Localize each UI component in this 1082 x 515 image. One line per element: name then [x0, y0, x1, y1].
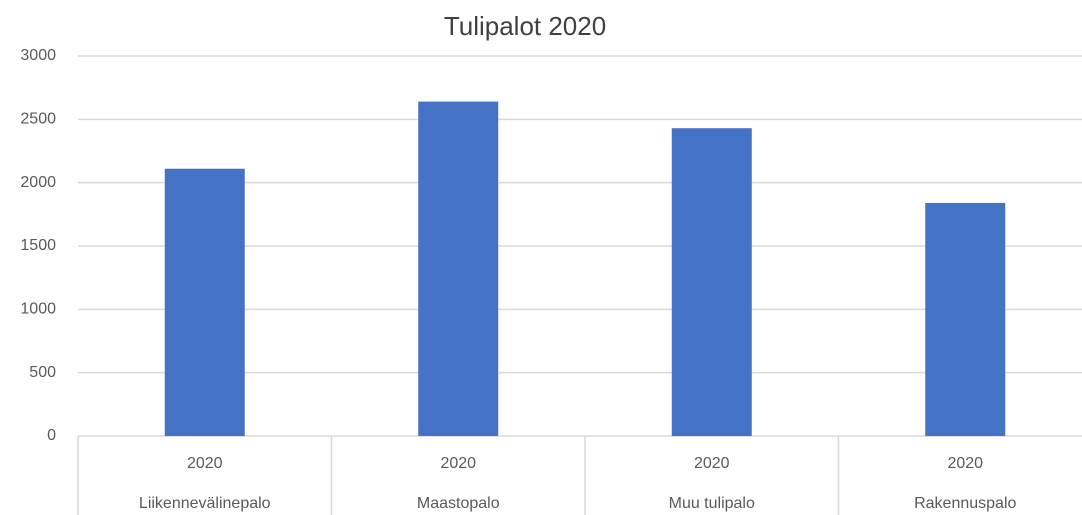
y-tick-label: 1500 [20, 237, 56, 254]
bar [418, 101, 499, 436]
x-subcategory-label: 2020 [187, 455, 223, 472]
y-tick-label: 2500 [20, 111, 56, 128]
y-tick-label: 2000 [20, 174, 56, 191]
y-tick-label: 0 [47, 427, 56, 444]
x-tick-label: Maastopalo [417, 495, 500, 512]
y-tick-label: 1000 [20, 301, 56, 318]
x-tick-label: Rakennuspalo [914, 495, 1016, 512]
x-tick-label: Liikennevälinepalo [139, 495, 271, 512]
chart-title: Tulipalot 2020 [444, 11, 606, 41]
bar [925, 202, 1006, 436]
bar [671, 128, 752, 436]
x-subcategory-label: 2020 [694, 455, 730, 472]
x-subcategory-label: 2020 [947, 455, 983, 472]
y-tick-label: 500 [29, 364, 56, 381]
y-tick-label: 3000 [20, 47, 56, 64]
x-subcategory-label: 2020 [440, 455, 476, 472]
bar [164, 168, 245, 436]
x-tick-label: Muu tulipalo [669, 495, 755, 512]
